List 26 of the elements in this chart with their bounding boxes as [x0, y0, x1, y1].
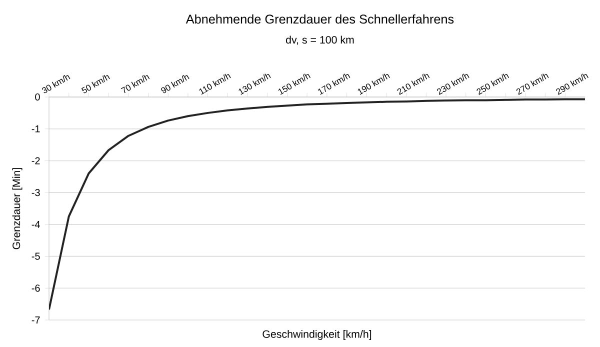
chart-subtitle: dv, s = 100 km: [286, 36, 354, 45]
x-tick-label: 250 km/h: [476, 74, 510, 95]
x-axis-title: Geschwindigkeit [km/h]: [262, 330, 372, 340]
x-tick-label: 90 km/h: [161, 74, 190, 94]
x-tick-label: 170 km/h: [318, 74, 350, 95]
y-tick-label: -2: [32, 157, 40, 164]
y-tick-label: -3: [32, 189, 40, 196]
chart-title: Abnehmende Grenzdauer des Schnellerfahrens: [186, 14, 454, 24]
y-tick-label: -1: [32, 125, 40, 132]
y-tick-label: -4: [32, 220, 40, 228]
x-tick-label: 30 km/h: [42, 74, 70, 94]
x-tick-label: 230 km/h: [437, 74, 470, 95]
x-tick-label: 150 km/h: [278, 74, 311, 95]
x-tick-label: 190 km/h: [358, 74, 390, 95]
x-tick-label: 110 km/h: [199, 74, 231, 95]
y-tick-label: 0: [35, 93, 40, 101]
x-tick-label: 290 km/h: [556, 74, 588, 95]
x-tick-label: 70 km/h: [120, 74, 150, 94]
x-tick-label: 210 km/h: [397, 74, 430, 95]
y-tick-label: -5: [32, 252, 40, 260]
y-axis-title: Grenzdauer [Min]: [12, 168, 22, 250]
y-tick-label: -6: [32, 284, 40, 292]
x-tick-label: 270 km/h: [516, 74, 549, 95]
y-tick-label: -7: [32, 316, 40, 324]
x-tick-label: 130 km/h: [238, 74, 271, 95]
x-tick-label: 50 km/h: [81, 74, 110, 94]
